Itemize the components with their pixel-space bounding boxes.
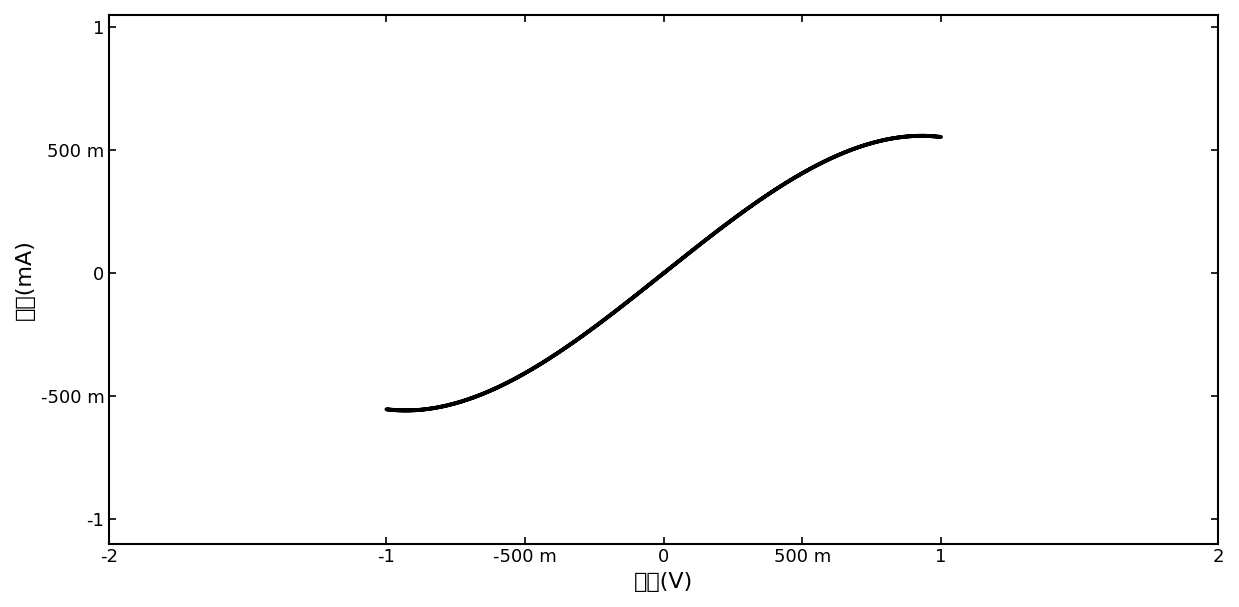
X-axis label: 电压(V): 电压(V) bbox=[634, 572, 694, 592]
Y-axis label: 电流(mA): 电流(mA) bbox=[15, 239, 35, 320]
